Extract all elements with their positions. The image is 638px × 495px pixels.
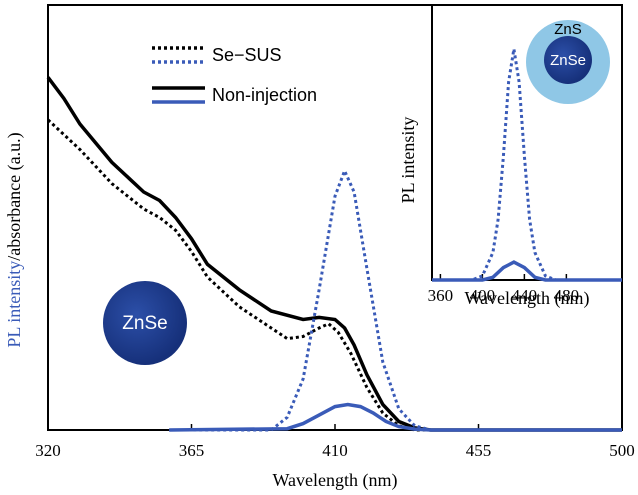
x-tick-label: 455	[466, 441, 492, 460]
x-axis-label: Wavelength (nm)	[272, 470, 397, 491]
x-tick-label: 320	[35, 441, 61, 460]
y-label-part: PL intensity	[398, 117, 418, 204]
x-axis-label: Wavelength (nm)	[464, 288, 589, 309]
y-axis-label: PL intensity	[398, 117, 418, 204]
x-tick-label: 365	[179, 441, 205, 460]
y-label-part: /absorbance (a.u.)	[4, 132, 25, 260]
shell-label: ZnS	[554, 21, 582, 38]
legend-label: Non-injection	[212, 85, 317, 105]
y-axis-label: PL intensity/absorbance (a.u.)	[4, 132, 25, 347]
y-label-part: PL intensity	[4, 261, 24, 348]
legend-label: Se−SUS	[212, 45, 282, 65]
chart: 320 365 410 455 500 Wavelength (nm) PL intensi…	[0, 0, 638, 495]
x-tick-label: 500	[609, 441, 635, 460]
dot-label: ZnSe	[122, 313, 167, 334]
core-label: ZnSe	[550, 52, 586, 69]
x-tick-label: 410	[322, 441, 348, 460]
x-tick-label: 360	[428, 286, 454, 305]
